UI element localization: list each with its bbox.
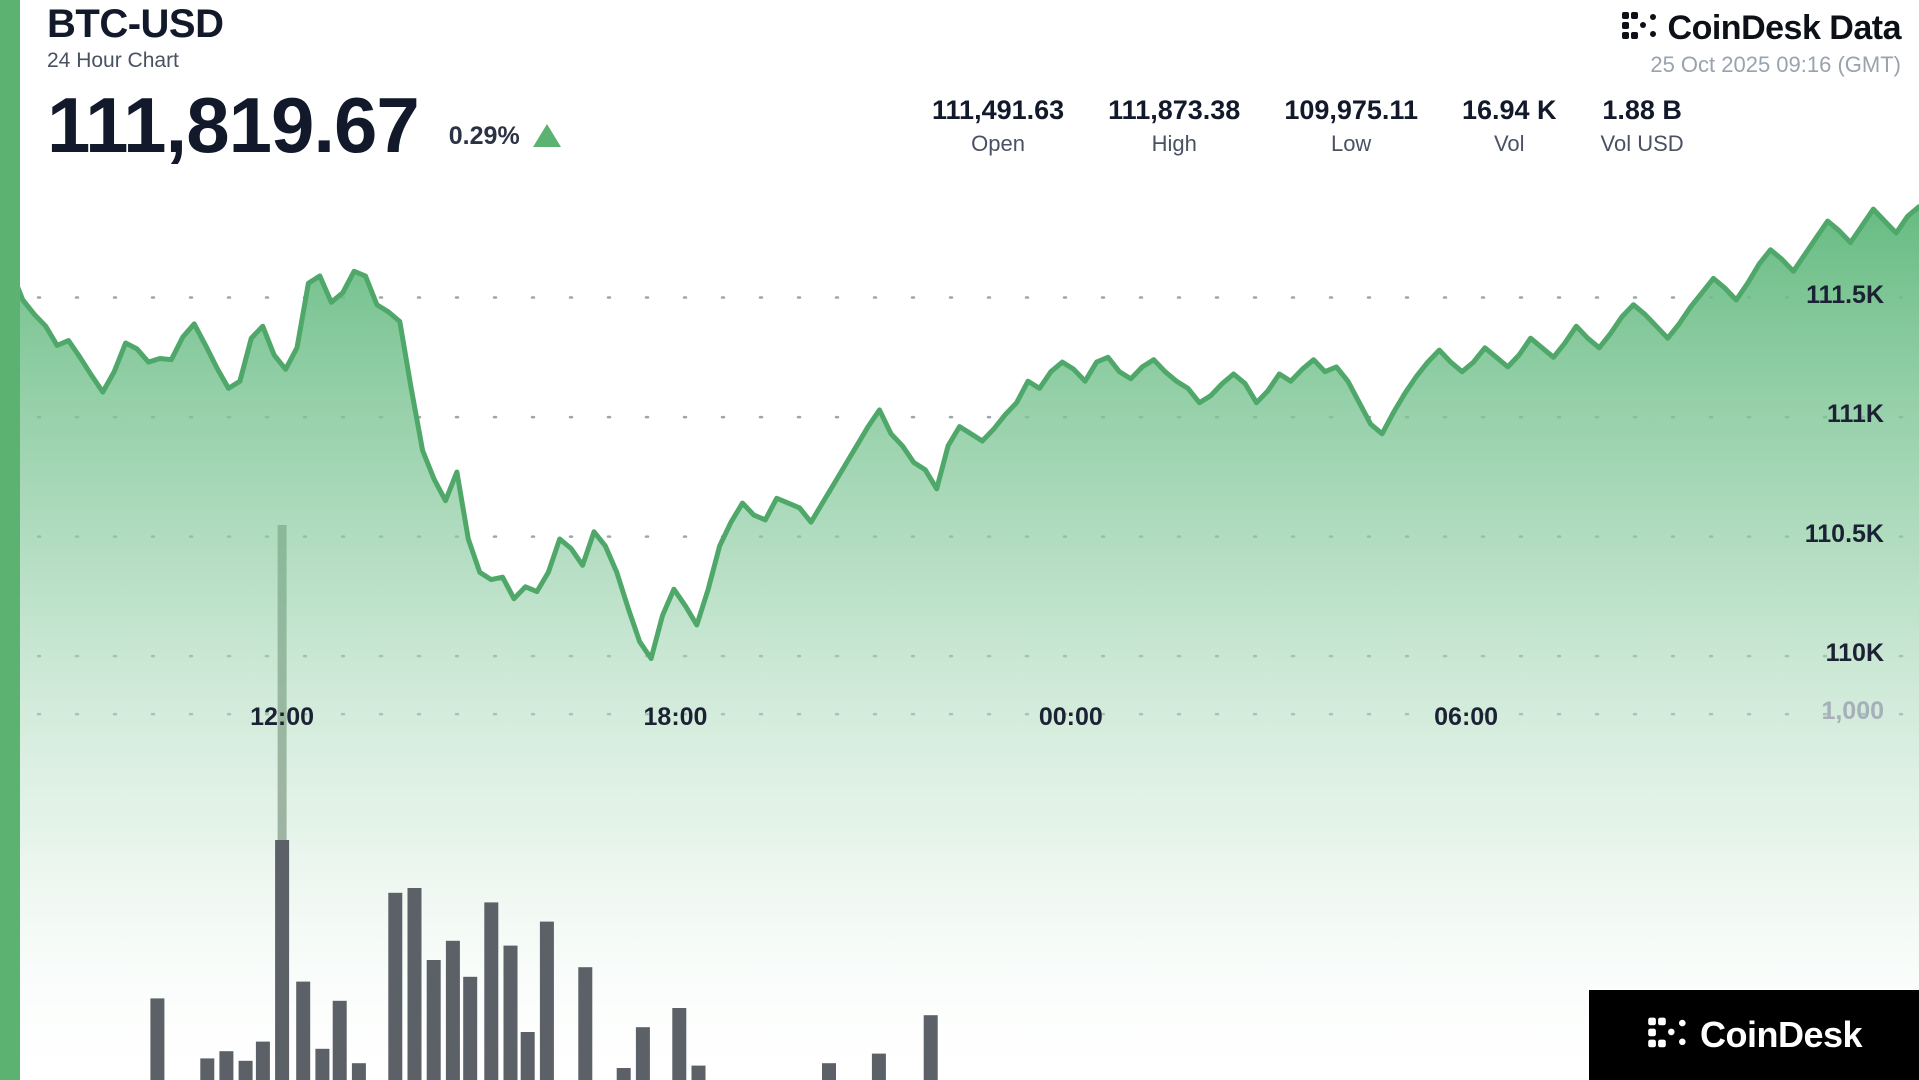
volume-bar [200,1058,215,1080]
current-price: 111,819.67 [47,81,420,169]
volume-bar [219,1051,234,1080]
volume-bar [150,998,165,1080]
price-line [0,204,1919,661]
volume-bar [255,1041,270,1080]
stat-low: 109,975.11 Low [1262,93,1440,159]
stat-open: 111,491.63 Open [910,93,1086,159]
volume-bar [407,888,422,1080]
coindesk-watermark: CoinDesk [1589,990,1919,1080]
volume-bar [520,1032,535,1080]
volume-bar [635,1027,650,1080]
stat-value: 109,975.11 [1284,95,1418,125]
brand-block: CoinDesk Data 25 Oct 2025 09:16 (GMT) [1620,8,1902,80]
stat-vol: 16.94 K Vol [1440,93,1579,159]
volume-bar [578,967,593,1080]
stat-value: 1.88 B [1602,95,1682,125]
symbol-block: BTC-USD 24 Hour Chart [47,2,224,74]
volume-bars [150,840,938,1080]
volume-bar [426,960,441,1080]
volume-bar [332,1000,347,1080]
stat-label: Low [1330,131,1372,156]
stat-value: 111,873.38 [1108,95,1241,125]
volume-bar [275,840,290,1080]
watermark-name: CoinDesk [1699,1014,1863,1055]
coindesk-logo-icon [1646,1014,1690,1057]
volume-bar [822,1063,836,1080]
volume-bar [445,940,460,1080]
y-axis-tick-label: 110.5K [1804,519,1884,548]
stat-value: 16.94 K [1461,95,1557,125]
chart-header: BTC-USD 24 Hour Chart 111,819.67 0.29% 1… [0,0,1919,205]
stat-label: Vol [1493,131,1525,156]
volume-bar [539,921,554,1080]
price-chart: 111.5K 111K 110.5K 110K 1,000 12:00 18:00 00:0… [0,180,1919,1080]
x-axis-tick-label: 18:00 [643,703,708,731]
volume-bar [871,1053,886,1080]
stat-high: 111,873.38 High [1086,93,1262,159]
change-indicator: 0.29% [449,122,561,151]
volume-bar [296,981,311,1080]
coindesk-logo-icon [1620,9,1660,48]
x-axis-tick-label: 12:00 [250,703,315,731]
x-axis-tick-label: 00:00 [1038,703,1103,731]
y-axis-tick-label: 111K [1826,400,1884,429]
x-axis-tick-label: 06:00 [1434,703,1499,731]
page-title: BTC-USD [47,2,224,46]
volume-bar [923,1015,938,1080]
volume-bar [691,1065,706,1080]
stat-value: 111,491.63 [932,95,1065,125]
stat-label: Open [971,131,1025,156]
change-percent: 0.29% [448,122,520,150]
volume-bar [616,1068,631,1080]
ohlc-stats: 111,491.63 Open 111,873.38 High 109,975.… [910,93,1706,159]
chart-canvas [0,204,1919,1080]
y-axis-tick-label: 111.5K [1806,280,1884,309]
volume-bar [315,1048,330,1080]
brand-name: CoinDesk Data [1667,9,1902,47]
left-accent-rail [0,0,20,1080]
volume-bar [388,892,403,1080]
y-axis-tick-label: 110K [1825,639,1884,668]
stat-label: Vol USD [1600,131,1684,156]
volume-bar [503,945,518,1080]
volume-axis-label: 1,000 [1821,697,1884,726]
volume-bar [463,976,478,1080]
volume-bar [672,1008,687,1080]
volume-bar [484,902,499,1080]
brand-timestamp: 25 Oct 2025 09:16 (GMT) [1650,52,1901,77]
stat-vol-usd: 1.88 B Vol USD [1579,93,1706,159]
volume-bar [351,1063,366,1080]
price-row: 111,819.67 0.29% [47,85,561,165]
price-area-fill [0,206,1919,1080]
triangle-up-icon [532,124,561,147]
chart-subtitle: 24 Hour Chart [47,49,179,72]
stat-label: High [1151,131,1197,156]
volume-bar [238,1060,253,1080]
